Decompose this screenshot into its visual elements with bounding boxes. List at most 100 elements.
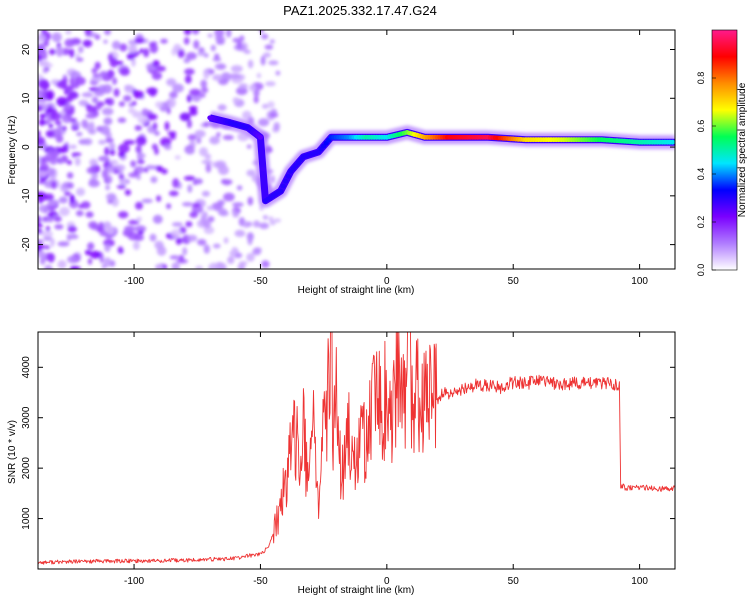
spectrogram-noise-blob [66, 160, 72, 165]
spectrogram-noise-blob [96, 101, 105, 107]
figure-title: PAZ1.2025.332.17.47.G24 [283, 3, 437, 18]
spectrogram-noise-blob [67, 225, 77, 233]
spectrogram-noise-blob [168, 190, 179, 197]
spectrogram-noise-blob [81, 119, 89, 129]
spectrogram-noise-blob [116, 184, 126, 189]
spectrogram-noise-blob [177, 49, 185, 59]
spectrogram-noise-blob [267, 101, 275, 109]
spectrogram-noise-blob [230, 65, 243, 73]
spectrogram-noise-blob [92, 73, 101, 79]
spectrogram-noise-blob [216, 132, 221, 138]
spectrogram-noise-blob [88, 129, 97, 135]
spectrogram-noise-blob [38, 194, 44, 204]
spectrogram-noise-blob [246, 144, 252, 149]
spectrogram-noise-blob [76, 131, 83, 137]
spectrogram-noise-blob [201, 190, 210, 197]
spectrogram-noise-blob [42, 50, 48, 60]
spectrogram-noise-blob [128, 219, 140, 225]
spectrogram-noise-blob [152, 214, 163, 224]
spectrogram-noise-blob [214, 63, 227, 70]
spectrogram-noise-blob [246, 169, 256, 177]
spectrogram-noise-blob [136, 174, 141, 180]
spectrogram-noise-blob [137, 159, 145, 164]
spectrogram-noise-blob [43, 39, 49, 47]
spectrogram-noise-blob [84, 91, 92, 98]
spectrogram-noise-blob [90, 77, 103, 82]
spectrogram-noise-blob [38, 136, 46, 146]
spectrogram-noise-blob [203, 53, 209, 58]
spectrogram-noise-blob [151, 71, 162, 80]
spectrogram-noise-blob [169, 133, 176, 140]
spectrogram-noise-blob [243, 49, 251, 54]
spectrogram-noise-blob [181, 202, 193, 207]
spectrogram-noise-blob [106, 175, 113, 184]
spectrogram-noise-blob [252, 248, 262, 256]
spectrogram-noise-blob [86, 167, 96, 174]
spectrogram-noise-blob [42, 68, 49, 74]
spectrogram-noise-blob [154, 131, 160, 136]
spectrogram-noise-blob [152, 122, 158, 130]
spectrogram-noise-blob [134, 166, 145, 174]
spectrogram-noise-blob [70, 233, 77, 238]
spectrogram-noise-blob [64, 89, 69, 95]
spectrogram-noise-blob [173, 43, 182, 53]
spectrogram-noise-blob [70, 38, 82, 46]
spectrogram-noise-blob [149, 233, 157, 242]
spectrogram-noise-blob [54, 224, 64, 230]
spectrogram-noise-blob [82, 39, 93, 48]
spectrogram-noise-blob [232, 97, 240, 104]
spectrogram-noise-blob [179, 112, 191, 122]
spectrogram-noise-blob [216, 40, 225, 45]
spectrogram-noise-blob [101, 107, 114, 116]
spectrogram-noise-blob [256, 72, 262, 79]
spectrogram-noise-blob [127, 232, 140, 241]
snr-xlabel: Height of straight line (km) [298, 585, 415, 596]
spectrogram-noise-blob [236, 208, 241, 213]
spectrogram-noise-blob [76, 57, 84, 62]
spectrogram-noise [38, 30, 282, 269]
spectrogram-noise-blob [119, 67, 130, 76]
colorbar-gradient [712, 30, 737, 270]
spectrogram-noise-blob [203, 219, 211, 229]
spectrogram-noise-blob [220, 72, 232, 82]
spectrogram-noise-blob [226, 30, 232, 38]
spectrogram-noise-blob [38, 215, 41, 225]
spectrogram-noise-blob [189, 211, 198, 218]
spectrogram-noise-blob [128, 44, 138, 54]
spectrogram-noise-blob [48, 149, 54, 155]
spectrogram-noise-blob [186, 119, 192, 129]
spectrogram-noise-blob [191, 30, 200, 35]
spectrogram-xtick-label: -50 [253, 276, 268, 287]
spectrogram-noise-blob [103, 257, 112, 268]
spectrogram-noise-blob [169, 255, 180, 260]
ridge-cell [283, 178, 289, 184]
spectrogram-noise-blob [169, 91, 178, 99]
spectrogram-noise-blob [39, 162, 50, 173]
spectrogram-noise-blob [38, 228, 43, 233]
spectrogram-noise-blob [106, 226, 115, 235]
spectrogram-noise-blob [118, 174, 125, 180]
spectrogram-xlabel: Height of straight line (km) [298, 285, 415, 296]
spectrogram-noise-blob [268, 216, 274, 223]
spectrogram-noise-blob [47, 200, 58, 207]
spectrogram-noise-blob [247, 236, 253, 246]
spectrogram-noise-blob [106, 193, 117, 201]
snr-ytick-label: 2000 [21, 457, 32, 480]
spectrogram-noise-blob [130, 160, 137, 168]
spectrogram-noise-blob [91, 173, 99, 179]
spectrogram-ytick-label: -20 [21, 237, 32, 252]
spectrogram-noise-blob [253, 89, 260, 97]
spectrogram-noise-blob [187, 134, 197, 141]
spectrogram-noise-blob [247, 59, 254, 69]
spectrogram-noise-blob [263, 52, 271, 58]
spectrogram-noise-blob [200, 79, 208, 89]
spectrogram-noise-blob [196, 137, 202, 144]
spectrogram-noise-blob [51, 32, 62, 43]
spectrogram-noise-blob [55, 46, 64, 57]
spectrogram-noise-blob [117, 246, 124, 254]
spectrogram-noise-blob [132, 100, 137, 106]
spectrogram-noise-blob [185, 52, 197, 60]
spectrogram-noise-blob [166, 97, 177, 108]
spectrogram-noise-blob [54, 120, 62, 126]
